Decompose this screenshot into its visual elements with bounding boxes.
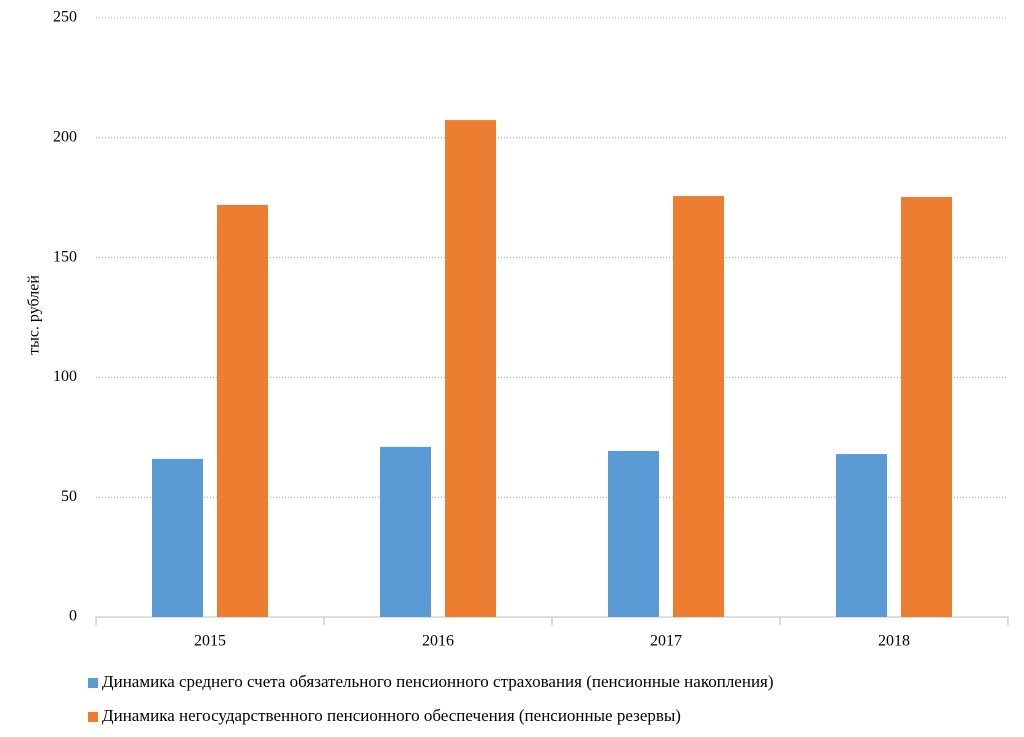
y-tick-label: 200 [53,128,77,145]
legend-label: Динамика среднего счета обязательного пе… [102,672,774,691]
bar [836,454,887,617]
legend-label: Динамика негосударственного пенсионного … [102,706,681,725]
legend-swatch [88,678,98,688]
x-tick-label: 2016 [422,633,454,650]
bar [445,120,496,617]
bar [217,204,268,617]
y-tick-label: 0 [69,608,77,625]
bar [608,450,659,617]
y-tick-label: 150 [53,248,77,265]
x-tick-label: 2018 [878,633,910,650]
bar [380,446,431,617]
y-tick-label: 50 [61,488,77,505]
legend-swatch [88,712,98,722]
y-tick-label: 100 [53,368,77,385]
bar [673,196,724,617]
y-axis-label: тыс. рублей [26,275,43,355]
x-tick-label: 2015 [194,633,226,650]
x-tick-label: 2017 [650,633,682,650]
bar [152,458,203,617]
bar [901,196,952,617]
y-tick-label: 250 [53,9,77,26]
